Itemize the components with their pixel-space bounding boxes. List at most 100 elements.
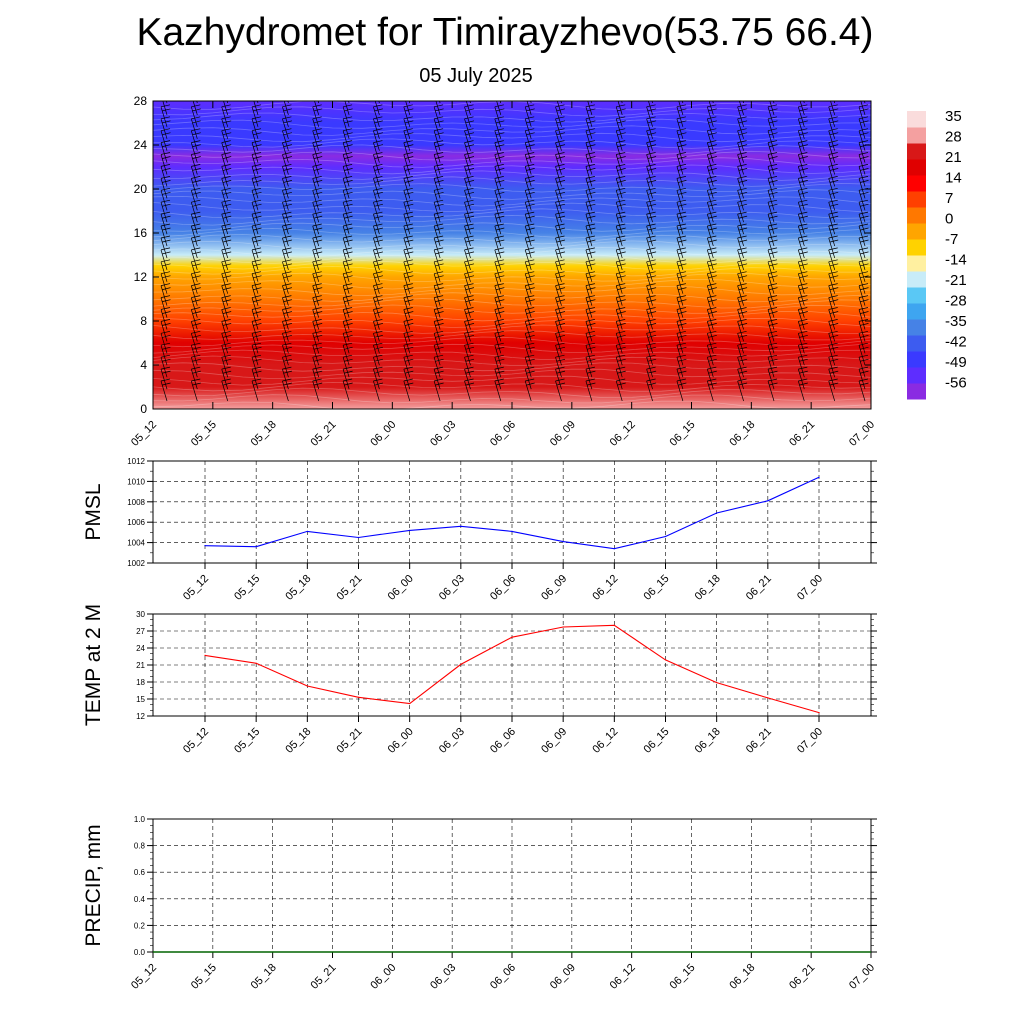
wind-barb [464, 223, 475, 247]
wind-barb [464, 128, 475, 151]
wind-barb [257, 101, 259, 104]
wind-barb [676, 235, 687, 259]
wind-barb [706, 223, 717, 247]
wind-barb [403, 211, 414, 235]
wind-barb [190, 211, 201, 235]
y-tick-label: 0.6 [134, 868, 146, 877]
wind-barb [160, 366, 171, 390]
wind-barb [373, 152, 383, 175]
wind-barb [160, 259, 171, 282]
wind-barb [555, 164, 566, 187]
wind-barb [160, 342, 171, 366]
wind-barb [312, 366, 323, 390]
wind-barb [676, 271, 687, 294]
wind-barb [828, 295, 839, 318]
wind-barb [190, 307, 201, 330]
wind-barb [221, 259, 232, 282]
x-tick-label: 05_15 [189, 419, 219, 449]
wind-barb [221, 295, 232, 318]
wind-barb [737, 366, 748, 390]
wind-barb [160, 223, 171, 247]
wind-barb [373, 140, 383, 163]
y-tick-label: 1004 [127, 539, 145, 548]
wind-barb [312, 152, 323, 175]
x-tick-label: 06_09 [548, 419, 578, 449]
x-tick-label: 06_21 [744, 573, 774, 603]
wind-barb [464, 378, 475, 402]
wind-barb [373, 235, 383, 259]
wind-barb [797, 247, 808, 271]
wind-barb [373, 319, 383, 342]
contour-line [153, 362, 871, 372]
wind-barb [494, 187, 505, 211]
wind-barb [737, 199, 748, 223]
wind-barb [646, 271, 657, 294]
wind-barb [312, 223, 323, 247]
wind-barb [858, 223, 869, 247]
wind-barb [858, 211, 869, 235]
wind-barb [737, 354, 748, 378]
wind-barb [403, 104, 414, 127]
wind-barb [737, 307, 748, 330]
y-tick-label: 1008 [127, 498, 145, 507]
wind-barb [342, 199, 353, 223]
y-tick-label: 8 [140, 314, 147, 328]
wind-barb [676, 152, 687, 175]
data-point [409, 702, 411, 705]
wind-barb [251, 199, 262, 223]
wind-barb [524, 164, 535, 187]
x-tick-label: 05_12 [181, 573, 211, 603]
wind-barb [676, 128, 687, 151]
wind-barb [190, 342, 201, 366]
x-tick-label: 06_09 [539, 726, 569, 756]
x-tick-label: 06_06 [488, 419, 518, 449]
wind-barb [676, 330, 687, 354]
wind-barb [706, 354, 717, 378]
wind-barb [737, 259, 748, 282]
data-point [664, 535, 667, 538]
wind-barb [160, 187, 171, 211]
x-tick-label: 05_15 [189, 962, 219, 992]
wind-barb [342, 211, 353, 235]
colorbar-label: 35 [945, 108, 962, 125]
wind-barb [496, 101, 502, 116]
colorbar-bin [907, 367, 926, 384]
wind-barb [403, 187, 414, 211]
wind-barb [221, 247, 232, 271]
x-tick-label: 05_18 [283, 573, 313, 603]
temp-panel: 12 15 18 21 24 27 30 05_12 05_15 05_18 05_21 06_00 0… [82, 604, 877, 756]
contour-line [153, 381, 871, 392]
wind-barb [585, 342, 596, 366]
wind-barb [676, 116, 687, 139]
wind-barb [251, 283, 262, 306]
wind-barb [373, 116, 383, 139]
wind-barb [190, 235, 201, 259]
wind-barb [828, 116, 839, 139]
contour-line [153, 292, 871, 303]
wind-barb [190, 223, 201, 247]
contour-line [153, 189, 871, 200]
wind-barb [828, 378, 839, 402]
wind-barb [433, 342, 444, 366]
wind-barb [221, 199, 232, 223]
wind-barb [494, 104, 505, 127]
page-title: Kazhydromet for Timirayzhevo(53.75 66.4) [136, 11, 874, 54]
wind-barb [617, 101, 623, 116]
contour-line [153, 272, 871, 283]
wind-barb [555, 235, 566, 259]
wind-barb [403, 295, 414, 318]
wind-barb [408, 101, 411, 104]
wind-barb [585, 187, 596, 211]
wind-barb [403, 223, 414, 247]
y-tick-label: 0.2 [134, 921, 146, 930]
wind-barb [342, 164, 353, 187]
wind-barb [646, 378, 657, 402]
contour-line [153, 227, 871, 239]
contour-line [153, 343, 871, 354]
wind-barb [282, 354, 292, 378]
x-tick-label: 05_12 [129, 962, 159, 992]
wind-barb [342, 354, 353, 378]
contour-line [153, 260, 871, 271]
x-tick-label: 06_06 [488, 726, 518, 756]
wind-barb [828, 271, 839, 294]
